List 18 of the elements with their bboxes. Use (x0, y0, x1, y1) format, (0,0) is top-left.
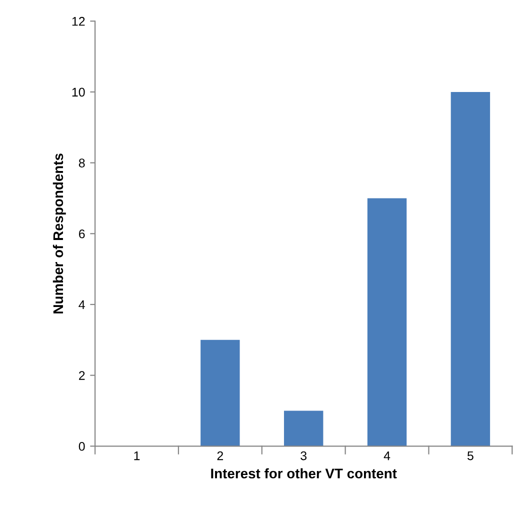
y-tick-label: 2 (78, 371, 85, 380)
y-tick-label: 4 (78, 300, 85, 310)
x-tick-label: 3 (300, 451, 307, 460)
y-tick-label: 6 (79, 229, 85, 238)
x-tick-label: 1 (134, 451, 140, 460)
y-tick-label: 8 (78, 158, 85, 168)
x-tick-label: 2 (217, 451, 224, 460)
y-tick-label: 12 (72, 16, 85, 26)
bar (200, 340, 240, 446)
y-axis-title: Number of Respondents (52, 154, 66, 314)
x-axis-title: Interest for other VT content (211, 468, 397, 478)
bar (367, 198, 407, 446)
y-tick-label: 0 (78, 442, 85, 451)
bar (284, 410, 324, 446)
x-tick-label: 5 (467, 451, 474, 460)
x-tick-label: 4 (384, 451, 390, 460)
y-tick-label: 10 (72, 88, 85, 97)
bar (450, 92, 490, 446)
